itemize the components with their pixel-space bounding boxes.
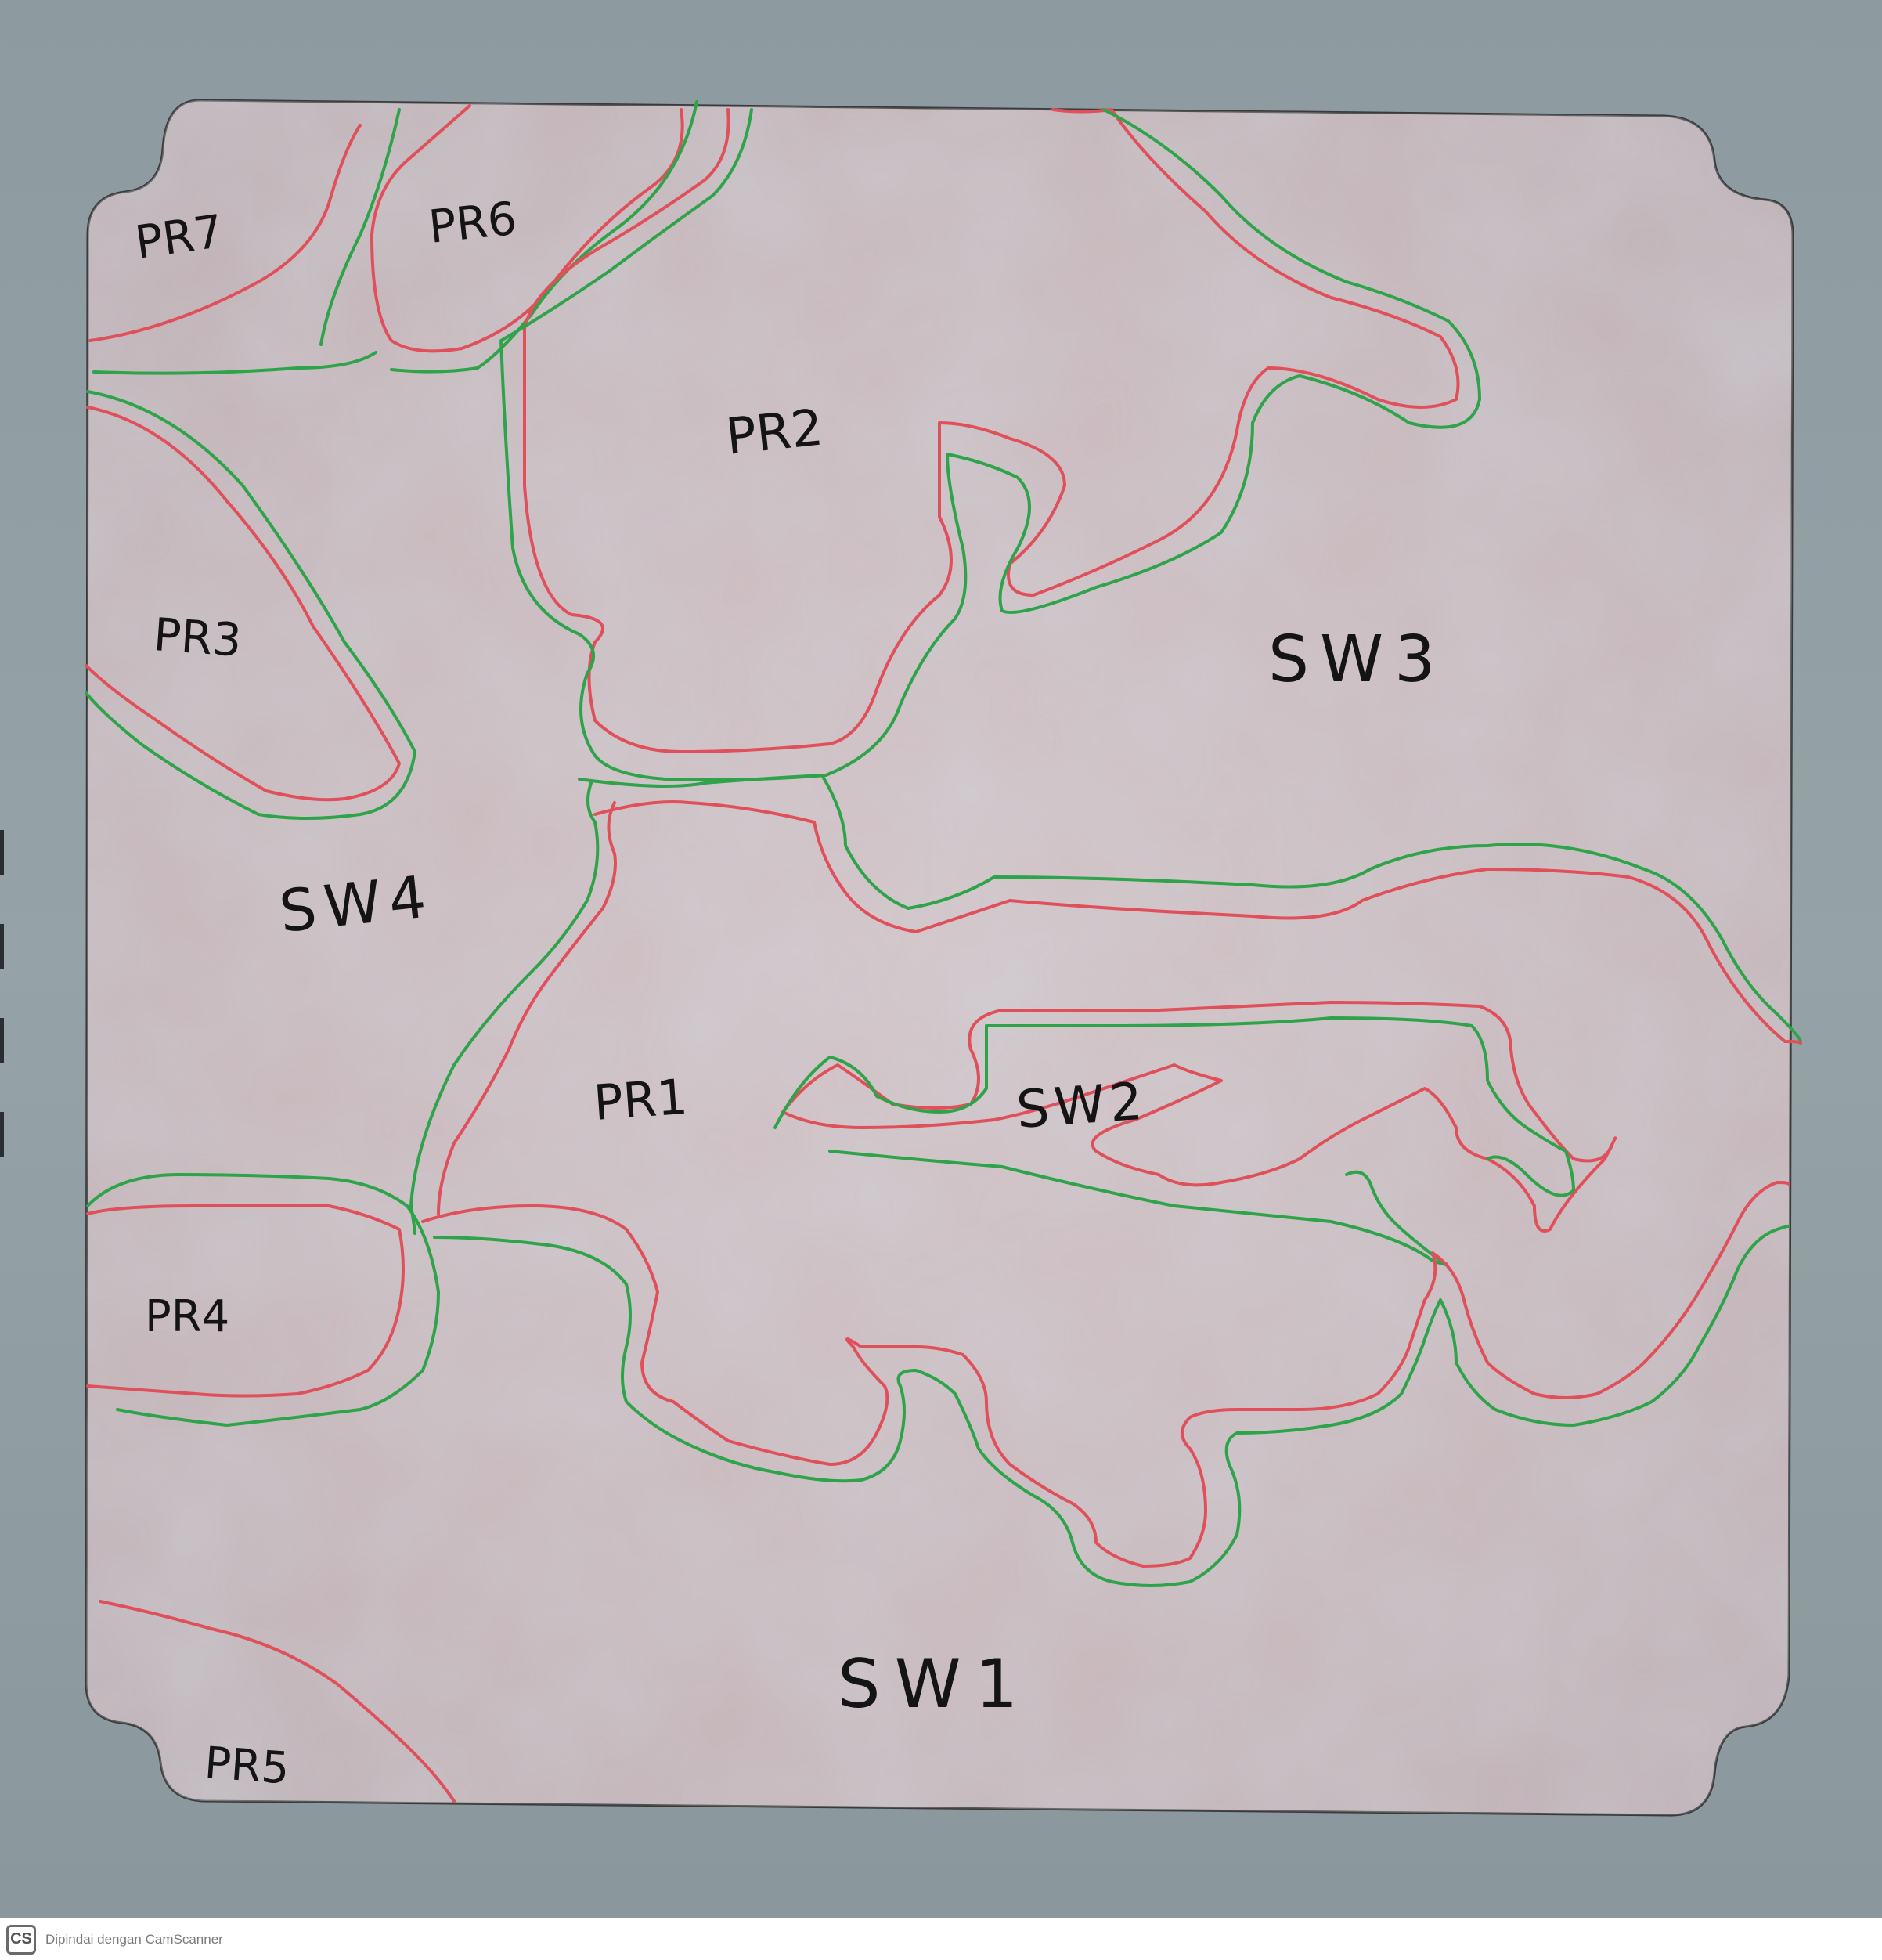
sw2-boundary-red [781,1001,1617,1233]
label-sw4: SW4 [276,863,437,946]
pr2-boundary-green [499,108,1481,781]
label-sw2: SW2 [1015,1070,1149,1139]
scanner-edge-marks [0,830,5,1159]
sheet-texture [86,100,1793,1816]
label-pr6: PR6 [426,192,519,254]
pr5-boundary-red [99,1600,456,1803]
sw4-pr1-boundary-green [409,781,600,1235]
pr7-boundary-green [92,351,377,375]
label-pr3: PR3 [152,608,243,667]
pr3-boundary-green [85,390,416,820]
label-sw1: SW1 [838,1645,1032,1724]
label-pr7: PR7 [132,204,226,269]
sw2-boundary-green [773,1016,1575,1197]
traced-map-sheet: PR7 PR6 PR2 PR3 SW3 SW4 PR1 SW2 PR4 SW1 … [85,99,1802,1817]
camscanner-logo-icon: CS [6,1924,36,1955]
pr3-boundary-red [85,406,401,802]
pr4-boundary-green [86,1173,440,1427]
label-pr2: PR2 [723,399,826,467]
pr2-boundary-red [522,108,1460,753]
label-sw3: SW3 [1268,623,1446,697]
label-pr4: PR4 [145,1291,229,1342]
pr2-pr1-divider-red [593,800,1802,1045]
label-pr5: PR5 [203,1738,291,1794]
scanner-footer: CS Dipindai dengan CamScanner [0,1918,1882,1960]
sw2-inner-green [828,1150,1448,1266]
pr7-boundary-red [88,124,362,342]
pr2-pr1-divider-green [578,774,1802,1043]
pr6-boundary-red [370,104,684,353]
label-pr1: PR1 [592,1068,690,1132]
sw4-pr1-boundary-red [437,801,617,1215]
pr1-sw1-boundary-green [433,1224,1790,1587]
watermark-text: Dipindai dengan CamScanner [45,1931,223,1947]
pr6-boundary-green [390,100,698,374]
pr1-sw1-boundary-red [421,1181,1790,1568]
pr4-boundary-red [86,1204,405,1398]
pr7-pr6-divider-green [319,108,401,346]
